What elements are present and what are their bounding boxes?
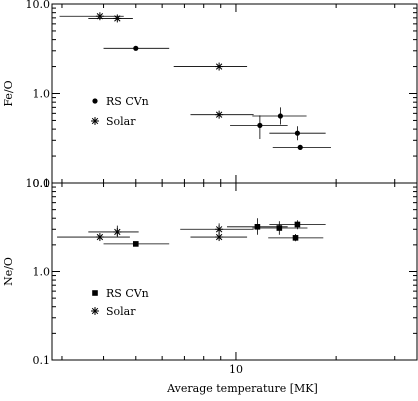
marker-solar [215, 225, 224, 234]
asterisk-stroke [96, 233, 104, 241]
data-point-solar [88, 14, 133, 23]
asterisk-stroke [114, 228, 121, 236]
legend-label: RS CVn [106, 287, 149, 300]
marker-rs-cvn [292, 235, 299, 241]
marker-solar [215, 233, 224, 242]
data-point-rs-cvn [269, 126, 326, 141]
legend-marker [92, 98, 98, 104]
x-axis-label: Average temperature [MK] [166, 382, 318, 395]
legend-label: RS CVn [106, 95, 149, 108]
y-tick-label: 1.0 [33, 266, 51, 279]
plot-frame [51, 3, 418, 184]
marker-rs-cvn [277, 113, 283, 119]
data-point-rs-cvn [103, 241, 170, 247]
legend-label: Solar [106, 115, 136, 128]
y-tick-label: 10.0 [26, 0, 51, 11]
marker-rs-cvn [297, 144, 303, 150]
marker-rs-cvn [257, 122, 263, 129]
data-point-solar [180, 223, 254, 235]
y-axis-label: Fe/O [2, 80, 15, 106]
legend-marker [92, 290, 98, 296]
marker-solar [113, 227, 122, 236]
legend-marker [91, 117, 99, 125]
data-point-rs-cvn [252, 221, 308, 235]
y-axis-label: Ne/O [2, 257, 15, 286]
asterisk-stroke [114, 15, 121, 22]
y-tick-label: 0.1 [33, 177, 51, 190]
data-point-rs-cvn [252, 107, 307, 125]
marker-solar [113, 14, 122, 23]
asterisk-stroke [215, 111, 223, 118]
panel-ne-o: 10.0 1.0 0.1 10 Ne/O Average temperature [MK]… [2, 177, 418, 395]
data-point-rs-cvn [272, 144, 331, 150]
data-point-solar [59, 12, 124, 21]
data-point-rs-cvn [269, 220, 326, 230]
marker-rs-cvn [276, 225, 283, 231]
y-tick-label: 10.0 [26, 177, 51, 190]
y-tick-label: 0.1 [33, 354, 51, 367]
asterisk-stroke [215, 233, 223, 241]
data-point-solar [190, 233, 248, 242]
marker-rs-cvn [294, 221, 301, 228]
marker-solar [215, 110, 224, 119]
plot-frame [51, 182, 418, 361]
data-point-solar [173, 62, 248, 71]
legend-marker [91, 307, 99, 315]
marker-solar [95, 233, 104, 242]
panel-fe-o: 10.0 1.0 0.1 Fe/O RS CVn Solar [2, 0, 418, 190]
data-point-solar [57, 233, 130, 242]
marker-rs-cvn [133, 45, 139, 51]
marker-rs-cvn [254, 223, 261, 230]
asterisk-stroke [215, 226, 223, 233]
marker-solar [95, 12, 104, 21]
asterisk-stroke [91, 307, 99, 315]
asterisk-stroke [91, 117, 99, 125]
data-point-solar [190, 110, 254, 119]
data-point-solar [88, 225, 139, 238]
legend-label: Solar [106, 305, 136, 318]
data-point-rs-cvn [230, 115, 288, 140]
marker-rs-cvn [294, 130, 301, 136]
asterisk-stroke [215, 63, 223, 70]
data-point-rs-cvn [268, 234, 324, 242]
marker-solar [215, 62, 224, 71]
marker-rs-cvn [132, 241, 139, 247]
x-tick-label: 10 [229, 363, 243, 376]
y-tick-label: 1.0 [33, 88, 51, 101]
data-point-rs-cvn [103, 45, 170, 51]
